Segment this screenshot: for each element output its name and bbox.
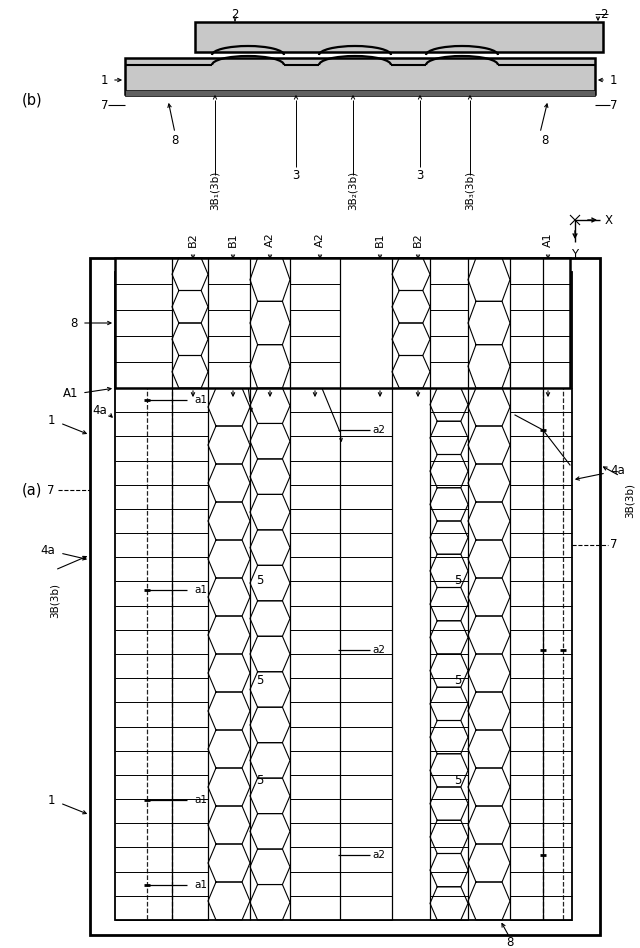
Text: 7: 7 [610, 99, 618, 112]
Text: 8: 8 [541, 134, 548, 147]
Bar [195, 22, 603, 52]
Text: A1: A1 [63, 387, 78, 399]
Text: Y: Y [572, 248, 579, 261]
Text: (b): (b) [22, 93, 42, 107]
Text: 1: 1 [100, 74, 108, 86]
Text: A2: A2 [315, 232, 325, 247]
Text: 8: 8 [172, 134, 179, 147]
Text: 5: 5 [256, 574, 264, 587]
Text: 3B(3b): 3B(3b) [625, 483, 635, 518]
Text: 5: 5 [454, 774, 461, 787]
Text: 1: 1 [610, 74, 618, 86]
Text: 2: 2 [231, 8, 239, 21]
Text: a1: a1 [194, 795, 207, 805]
Text: 3B(3b): 3B(3b) [50, 582, 60, 617]
Text: a1: a1 [194, 395, 207, 405]
Text: 3: 3 [292, 169, 300, 181]
Text: 1: 1 [47, 413, 55, 427]
Text: B2: B2 [188, 232, 198, 247]
Text: B1: B1 [228, 232, 238, 247]
Text: 4a: 4a [92, 404, 107, 416]
Text: a1: a1 [194, 585, 207, 595]
Text: 3B₂(3b): 3B₂(3b) [348, 171, 358, 210]
Text: 3B₃(3b): 3B₃(3b) [465, 171, 475, 210]
Text: 5: 5 [256, 774, 264, 787]
Text: a2: a2 [372, 850, 385, 860]
Text: B2: B2 [413, 232, 423, 247]
Bar [125, 58, 595, 94]
Text: X: X [605, 213, 613, 227]
Text: 5: 5 [256, 673, 264, 686]
Text: A1: A1 [543, 232, 553, 247]
Text: (a): (a) [22, 483, 42, 498]
Text: 8: 8 [70, 317, 78, 330]
Text: 5: 5 [454, 574, 461, 587]
Bar [115, 258, 570, 388]
Text: 7: 7 [610, 538, 618, 552]
Text: 4a: 4a [610, 464, 625, 477]
Text: 8: 8 [506, 936, 514, 948]
Text: a1: a1 [194, 880, 207, 890]
Text: a2: a2 [372, 425, 385, 435]
Text: 7: 7 [47, 483, 55, 497]
Text: 1: 1 [47, 793, 55, 807]
Text: A2: A2 [265, 232, 275, 247]
Text: B1: B1 [375, 232, 385, 247]
Text: 3B₁(3b): 3B₁(3b) [210, 171, 220, 210]
Bar [125, 90, 595, 96]
Text: a2: a2 [372, 645, 385, 655]
Text: 2: 2 [600, 8, 607, 21]
Bar [90, 258, 600, 935]
Text: 4a: 4a [40, 543, 55, 556]
Bar [115, 272, 572, 920]
Text: 3: 3 [416, 169, 424, 181]
Text: 5: 5 [454, 673, 461, 686]
Text: 7: 7 [100, 99, 108, 112]
